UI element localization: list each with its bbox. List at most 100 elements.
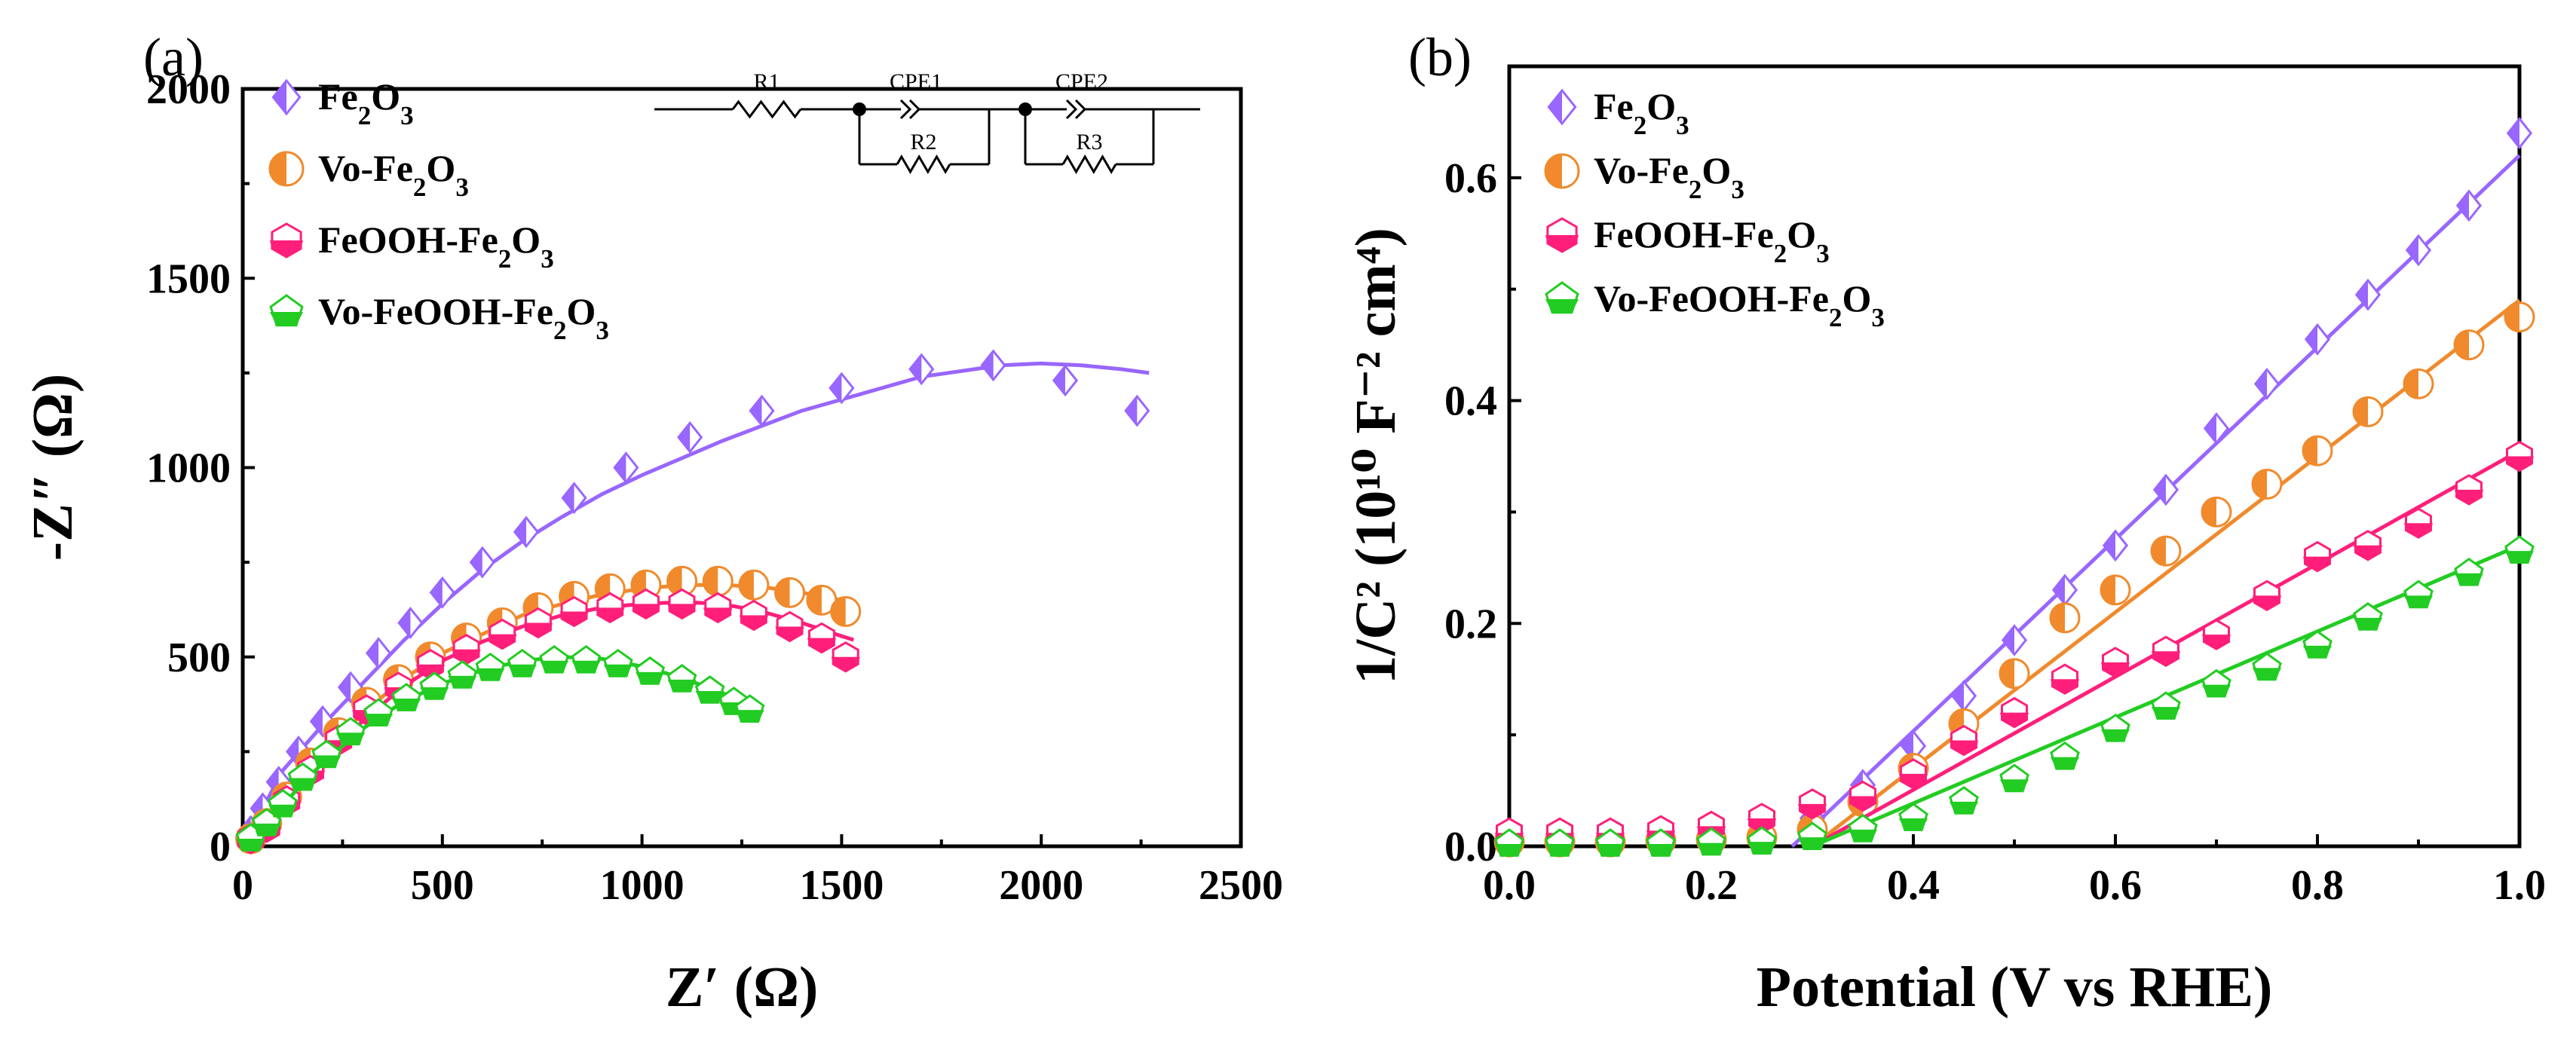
fit-line [1811,298,2521,848]
axes-frame [240,87,1243,849]
data-point [2101,647,2130,678]
legend-label: Vo-FeOOH-Fe2O3 [1594,277,1885,332]
legend-label: Fe2O3 [1594,85,1689,140]
y-tick-label: 0.4 [1444,378,1497,425]
data-point [2302,630,2332,659]
legend-label: Vo-Fe2O3 [318,147,469,202]
data-point [2001,624,2028,656]
legend-marker [269,294,304,327]
circuit-label-r2: R2 [910,130,936,154]
data-point [2453,329,2485,361]
data-point [908,353,935,386]
data-point [2353,602,2383,631]
data-point [775,610,804,643]
y-axis-title: -Z″ (Ω) [21,374,84,561]
legend-label: Fe2O3 [318,75,414,130]
x-tick-label: 1.0 [2493,862,2546,909]
data-point [1949,786,1979,815]
legend: Fe2O3 Vo-Fe2O3 FeOOH-Fe2O3 Vo-FeOOH-Fe2O3 [268,75,609,345]
cpe2 [1065,99,1087,120]
data-point [2000,696,2029,729]
data-point [2454,557,2484,586]
circuit-label-cpe1: CPE1 [890,69,942,94]
x-tick-label: 1000 [600,862,685,909]
y-tick-label: 2000 [146,66,231,113]
legend-marker [270,222,303,258]
data-point [571,644,602,674]
series-FeOOH-Fe2O3 [236,588,860,855]
data-point [429,576,455,609]
y-tick-label: 1500 [146,255,231,302]
circuit-label-r3: R3 [1076,130,1102,154]
data-point [391,683,421,711]
data-point [980,349,1006,382]
data-point [2403,580,2434,609]
x-tick-label: 0.6 [2089,862,2142,909]
legend-label: FeOOH-Fe2O3 [1594,213,1830,268]
panel-label: (b) [1408,27,1472,87]
legend-marker [1544,153,1580,189]
x-axis-title: Potential (V vs RHE) [1757,956,2273,1019]
data-point [2050,741,2080,770]
x-tick-label: 0.2 [1685,862,1738,909]
data-point [2150,535,2182,567]
data-point [739,599,768,632]
data-point [1899,758,1928,790]
resistor-r1 [731,99,802,119]
data-point [311,739,342,769]
data-point [1798,788,1827,820]
data-point [2506,117,2533,150]
fit-line [1790,154,2521,848]
legend-label: Vo-Fe2O3 [1594,149,1744,204]
data-point [702,565,734,597]
data-point [1849,780,1877,812]
data-point [475,652,506,681]
data-point [2403,368,2434,399]
data-point [2202,619,2231,650]
data-point [694,675,725,704]
resistor-r2 [896,154,951,174]
data-point [738,569,770,601]
data-point [415,649,445,680]
data-point [2505,440,2534,473]
data-point [419,671,450,700]
data-point [666,664,697,693]
data-point [2203,412,2230,445]
data-point [2352,396,2384,427]
data-point [1999,658,2030,690]
data-point [2252,652,2282,681]
data-point [749,394,775,427]
x-tick-label: 0 [232,862,253,909]
data-point [488,618,517,650]
data-point [1797,821,1827,850]
data-point [559,595,589,628]
data-point [2152,635,2180,668]
x-tick-label: 500 [411,862,474,909]
data-point [2102,529,2129,562]
legend-marker [1545,217,1579,253]
circuit-label-cpe2: CPE2 [1055,69,1108,94]
panel-label: (a) [143,27,204,87]
cpe1 [899,99,921,120]
data-point [1747,803,1776,834]
x-axis-title: Z′ (Ω) [666,956,819,1019]
data-point [1545,828,1575,857]
legend-marker [1545,281,1579,314]
data-point [2404,507,2433,539]
data-point [1848,813,1878,843]
data-point [2405,234,2432,267]
data-point [2151,691,2181,720]
data-point [734,694,765,723]
data-point [2049,602,2081,634]
y-tick-label: 0 [210,824,231,870]
data-point [2253,580,2281,612]
data-point [2201,496,2232,528]
data-point [2354,278,2381,311]
data-point [631,588,660,620]
data-point [2354,530,2382,561]
data-point [807,622,836,654]
x-tick-label: 2500 [1199,862,1283,909]
legend: Fe2O3 Vo-Fe2O3 FeOOH-Fe2O3 Vo-FeOOH-Fe2O3 [1544,85,1885,332]
data-point [1595,828,1625,857]
